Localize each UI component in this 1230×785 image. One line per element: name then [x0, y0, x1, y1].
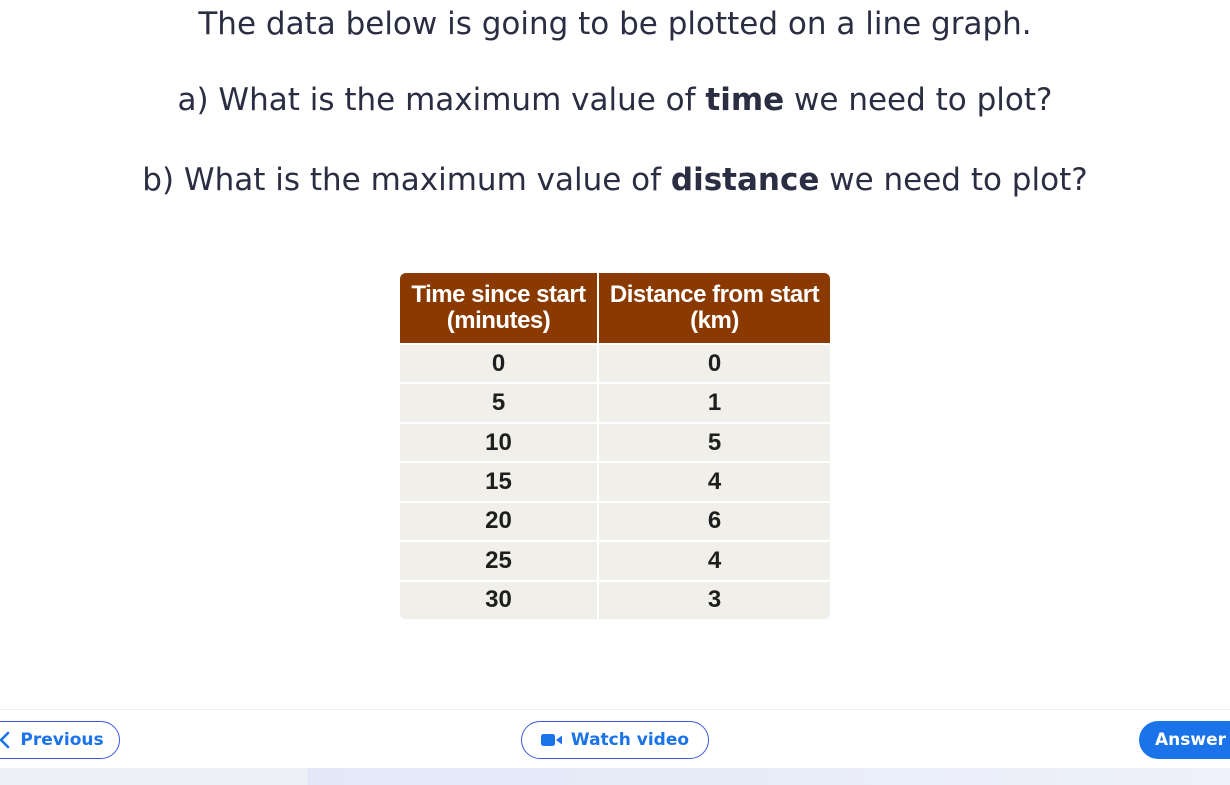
- cell-time: 5: [400, 382, 599, 423]
- question-part-b-text: b) What is the maximum value of: [142, 162, 671, 198]
- question-part-a-keyword: time: [705, 82, 785, 118]
- answer-button[interactable]: Answer: [1139, 721, 1230, 759]
- header-time-unit: (minutes): [446, 307, 551, 334]
- cell-distance: 3: [598, 579, 830, 619]
- cell-distance: 1: [598, 382, 830, 423]
- question-part-b-keyword: distance: [670, 162, 820, 198]
- question-part-a-text-end: we need to plot?: [784, 82, 1053, 118]
- cell-distance: 4: [598, 461, 830, 502]
- table-row: 20 6: [400, 500, 830, 542]
- previous-button-label: Previous: [20, 730, 104, 750]
- table-row: 30 3: [400, 579, 830, 619]
- header-distance-unit: (km): [690, 307, 739, 334]
- data-table-container: Time since start (minutes) Distance from …: [400, 273, 830, 619]
- table-row: 15 4: [400, 461, 830, 502]
- cell-time: 30: [400, 579, 599, 619]
- question-part-a-text: a) What is the maximum value of: [177, 82, 706, 118]
- footer-divider: [0, 709, 1230, 710]
- cell-time: 0: [400, 342, 599, 384]
- question-part-b: b) What is the maximum value of distance…: [0, 160, 1230, 200]
- header-time: Time since start (minutes): [400, 273, 599, 344]
- data-table: Time since start (minutes) Distance from …: [400, 273, 830, 619]
- previous-button[interactable]: Previous: [0, 721, 120, 759]
- header-distance-title: Distance from start: [609, 281, 820, 308]
- header-distance: Distance from start (km): [598, 273, 830, 344]
- cell-distance: 4: [598, 540, 830, 581]
- header-time-title: Time since start: [411, 281, 586, 308]
- question-part-a: a) What is the maximum value of time we …: [0, 80, 1230, 120]
- cell-time: 25: [400, 540, 599, 581]
- table-row: 10 5: [400, 421, 830, 463]
- table-row: 25 4: [400, 540, 830, 581]
- watch-video-button[interactable]: Watch video: [521, 721, 709, 759]
- cell-time: 10: [400, 421, 599, 463]
- table-header-row: Time since start (minutes) Distance from …: [400, 273, 830, 344]
- watch-video-label: Watch video: [570, 730, 690, 750]
- cell-time: 20: [400, 500, 599, 542]
- video-camera-icon: [540, 734, 562, 746]
- bottom-band: [0, 768, 1230, 785]
- question-part-b-text-end: we need to plot?: [819, 162, 1088, 198]
- answer-button-label: Answer: [1155, 730, 1226, 750]
- cell-distance: 6: [598, 500, 830, 542]
- chevron-left-icon: [0, 731, 10, 749]
- cell-distance: 0: [598, 342, 830, 384]
- question-line-intro: The data below is going to be plotted on…: [198, 6, 1032, 42]
- cell-distance: 5: [598, 421, 830, 463]
- cell-time: 15: [400, 461, 599, 502]
